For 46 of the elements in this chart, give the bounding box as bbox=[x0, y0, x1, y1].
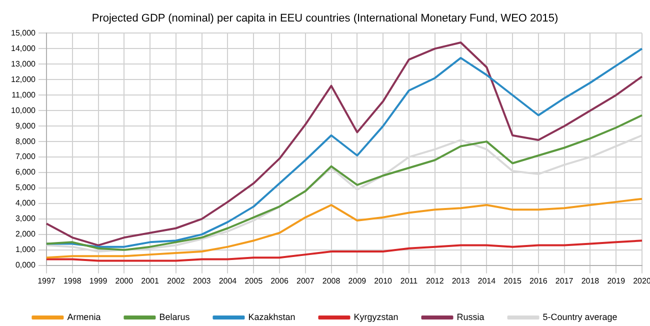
legend-label: 5-Country average bbox=[542, 312, 618, 322]
y-tick-label: 2,000 bbox=[15, 230, 36, 239]
x-tick-label: 1999 bbox=[89, 276, 108, 286]
x-tick-label: 2006 bbox=[270, 276, 289, 286]
x-tick-label: 2005 bbox=[244, 276, 264, 286]
chart-title: Projected GDP (nominal) per capita in EEU countries (International Monetary Fund, WEO 2015) bbox=[92, 12, 558, 25]
x-tick-label: 2002 bbox=[167, 276, 186, 286]
y-tick-label: 1,000 bbox=[15, 245, 36, 254]
x-tick-label: 2000 bbox=[115, 276, 134, 286]
y-tick-label: 5,000 bbox=[15, 183, 36, 192]
y-tick-label: 10,000 bbox=[11, 106, 36, 115]
y-tick-label: 3,000 bbox=[15, 214, 36, 224]
y-tick-label: 8,000 bbox=[15, 136, 36, 146]
x-tick-label: 2012 bbox=[426, 276, 444, 286]
y-tick-label: 15,000 bbox=[11, 28, 36, 38]
x-tick-label: 2008 bbox=[322, 276, 341, 286]
y-tick-label: 6,000 bbox=[15, 168, 36, 177]
y-tick-label: 7,000 bbox=[15, 152, 36, 162]
x-tick-label: 2004 bbox=[218, 276, 238, 286]
x-tick-label: 2010 bbox=[374, 276, 393, 286]
legend-label: Kyrgyzstan bbox=[354, 312, 398, 322]
x-tick-label: 2009 bbox=[348, 276, 367, 286]
x-tick-label: 2003 bbox=[192, 276, 212, 286]
legend-label: Kazakhstan bbox=[248, 312, 296, 322]
x-tick-label: 2016 bbox=[530, 276, 548, 286]
y-tick-label: 13,000 bbox=[11, 59, 36, 68]
legend-label: Belarus bbox=[159, 312, 190, 322]
x-tick-label: 2014 bbox=[478, 276, 496, 286]
legend-label: Armenia bbox=[67, 312, 101, 322]
x-tick-label: 1998 bbox=[63, 276, 82, 286]
x-tick-label: 2001 bbox=[141, 276, 160, 286]
y-tick-label: 12,000 bbox=[11, 74, 36, 84]
x-tick-label: 2015 bbox=[504, 276, 522, 286]
x-tick-label: 2011 bbox=[400, 276, 418, 286]
x-tick-label: 2019 bbox=[607, 276, 626, 286]
legend-label: Russia bbox=[456, 312, 484, 322]
y-tick-label: 0,000 bbox=[15, 260, 36, 270]
y-tick-label: 11,000 bbox=[12, 90, 36, 100]
x-tick-label: 2013 bbox=[452, 276, 470, 286]
x-tick-label: 2017 bbox=[555, 276, 574, 286]
x-tick-label: 2018 bbox=[581, 276, 600, 286]
y-tick-label: 14,000 bbox=[11, 44, 36, 53]
y-tick-label: 4,000 bbox=[15, 198, 36, 208]
x-tick-label: 1997 bbox=[38, 276, 56, 286]
x-tick-label: 2007 bbox=[296, 276, 315, 286]
y-tick-label: 9,000 bbox=[15, 121, 36, 130]
